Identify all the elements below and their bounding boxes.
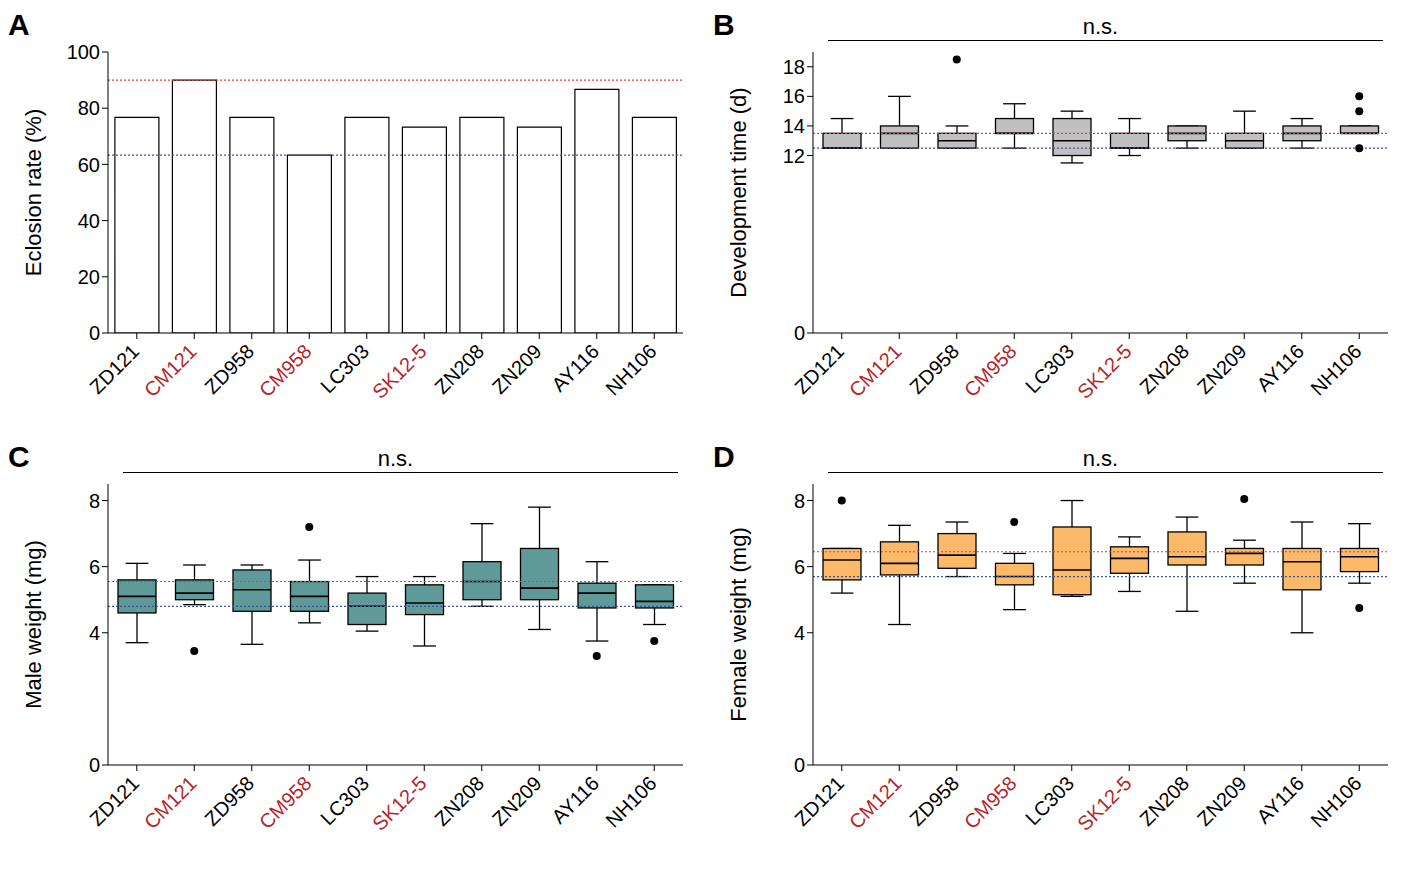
svg-text:Female weight (mg): Female weight (mg) (726, 527, 751, 721)
svg-text:CM958: CM958 (255, 772, 316, 833)
html-text:A: A (8, 8, 30, 41)
svg-text:ZD121: ZD121 (790, 772, 848, 830)
svg-text:NH106: NH106 (1306, 772, 1366, 832)
svg-text:SK12-5: SK12-5 (368, 340, 431, 403)
svg-text:CM121: CM121 (845, 340, 906, 401)
svg-text:LC303: LC303 (1021, 772, 1078, 829)
svg-text:AY116: AY116 (1252, 340, 1308, 396)
svg-text:LC303: LC303 (316, 340, 373, 397)
svg-text:ZD958: ZD958 (905, 340, 963, 398)
svg-text:ZD958: ZD958 (200, 772, 258, 830)
svg-text:SK12-5: SK12-5 (368, 772, 431, 835)
svg-text:CM958: CM958 (255, 340, 316, 401)
svg-text:AY116: AY116 (547, 340, 603, 396)
html-text:n.s.: n.s. (377, 446, 414, 471)
svg-text:0: 0 (89, 754, 100, 776)
svg-text:16: 16 (783, 85, 805, 107)
svg-text:CM121: CM121 (140, 772, 201, 833)
svg-text:SK12-5: SK12-5 (1073, 772, 1136, 835)
svg-text:LC303: LC303 (316, 772, 373, 829)
svg-text:12: 12 (783, 145, 805, 167)
svg-text:CM958: CM958 (960, 772, 1021, 833)
svg-text:4: 4 (89, 622, 100, 644)
svg-text:NH106: NH106 (1306, 340, 1366, 400)
svg-text:ZN209: ZN209 (488, 772, 546, 830)
svg-text:AY116: AY116 (1252, 772, 1308, 828)
svg-text:ZD958: ZD958 (905, 772, 963, 830)
svg-text:CM121: CM121 (140, 340, 201, 401)
svg-text:Eclosion rate (%): Eclosion rate (%) (21, 109, 46, 277)
svg-text:AY116: AY116 (547, 772, 603, 828)
svg-text:ZN209: ZN209 (488, 340, 546, 398)
svg-text:40: 40 (78, 210, 100, 232)
svg-text:14: 14 (783, 115, 805, 137)
html-text:n.s.: n.s. (1082, 14, 1119, 39)
svg-text:0: 0 (794, 754, 805, 776)
svg-text:4: 4 (794, 622, 805, 644)
svg-text:ZN208: ZN208 (1135, 772, 1193, 830)
svg-text:6: 6 (89, 556, 100, 578)
svg-text:18: 18 (783, 56, 805, 78)
svg-text:CM958: CM958 (960, 340, 1021, 401)
svg-text:ZN208: ZN208 (430, 772, 488, 830)
svg-text:ZD958: ZD958 (200, 340, 258, 398)
svg-text:CM121: CM121 (845, 772, 906, 833)
svg-text:80: 80 (78, 97, 100, 119)
svg-text:8: 8 (794, 490, 805, 512)
svg-text:ZD121: ZD121 (85, 340, 143, 398)
svg-text:LC303: LC303 (1021, 340, 1078, 397)
svg-text:ZD121: ZD121 (85, 772, 143, 830)
svg-text:6: 6 (794, 556, 805, 578)
svg-text:ZN209: ZN209 (1193, 340, 1251, 398)
svg-text:100: 100 (67, 41, 100, 63)
svg-text:ZD121: ZD121 (790, 340, 848, 398)
svg-text:Development time (d): Development time (d) (726, 87, 751, 297)
svg-text:ZN208: ZN208 (1135, 340, 1193, 398)
html-text:D: D (713, 440, 735, 473)
svg-text:8: 8 (89, 490, 100, 512)
svg-text:ZN209: ZN209 (1193, 772, 1251, 830)
svg-text:Male weight (mg): Male weight (mg) (21, 540, 46, 709)
svg-text:NH106: NH106 (601, 772, 661, 832)
html-text:C: C (8, 440, 30, 473)
svg-text:20: 20 (78, 266, 100, 288)
svg-text:SK12-5: SK12-5 (1073, 340, 1136, 403)
svg-text:0: 0 (794, 322, 805, 344)
svg-text:ZN208: ZN208 (430, 340, 488, 398)
svg-text:NH106: NH106 (601, 340, 661, 400)
html-text:n.s.: n.s. (1082, 446, 1119, 471)
html-text:B: B (713, 8, 735, 41)
svg-text:60: 60 (78, 154, 100, 176)
svg-text:0: 0 (89, 322, 100, 344)
